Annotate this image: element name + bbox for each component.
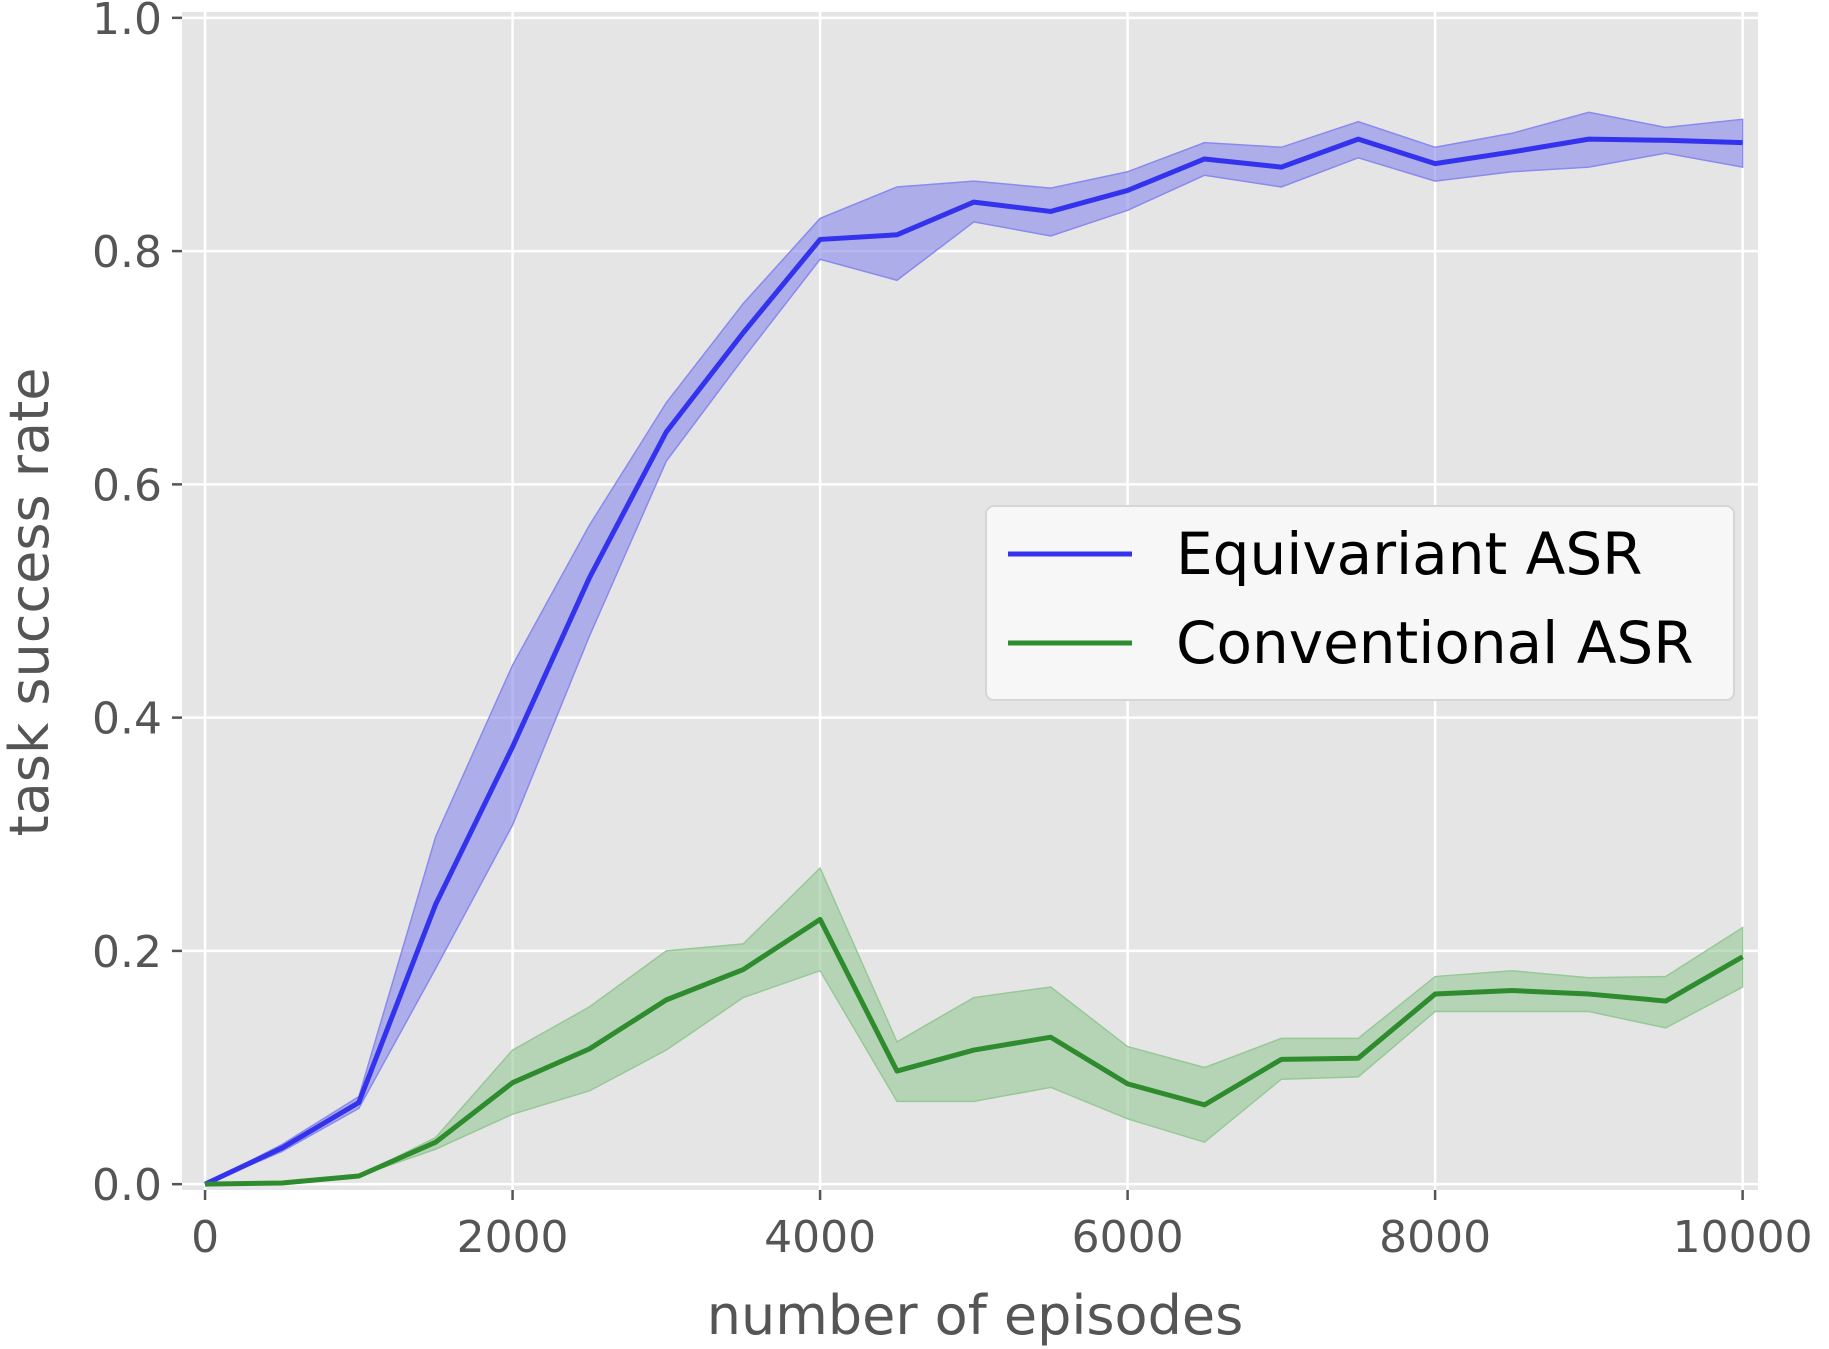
x-tick-label: 6000	[1072, 1212, 1184, 1263]
axis-ticks: 0 2000 4000 6000 8000 10000 0.0 0.2 0.4 0.6 0.8 1.0	[92, 0, 1813, 1263]
series-lines	[203, 136, 1744, 1187]
legend-box	[985, 505, 1735, 701]
band-equivariant-asr	[204, 111, 1744, 1185]
legend-label-conventional-asr: Conventional ASR	[1176, 609, 1694, 677]
legend-label-equivariant-asr: Equivariant ASR	[1176, 520, 1642, 588]
x-tick-label: 10000	[1673, 1212, 1813, 1263]
legend: Equivariant ASR Conventional ASR	[985, 505, 1735, 701]
x-tick-label: 0	[191, 1212, 219, 1263]
y-tick-label: 0.4	[92, 694, 162, 745]
y-axis-label: task success rate	[0, 368, 61, 837]
x-tick-label: 2000	[457, 1212, 569, 1263]
y-tick-label: 0.2	[92, 927, 162, 978]
x-tick-label: 4000	[764, 1212, 876, 1263]
x-tick-label: 8000	[1379, 1212, 1491, 1263]
x-axis-label: number of episodes	[707, 1284, 1243, 1347]
y-tick-label: 1.0	[92, 0, 162, 45]
y-tick-label: 0.0	[92, 1160, 162, 1211]
y-tick-label: 0.8	[92, 227, 162, 278]
y-tick-label: 0.6	[92, 460, 162, 511]
